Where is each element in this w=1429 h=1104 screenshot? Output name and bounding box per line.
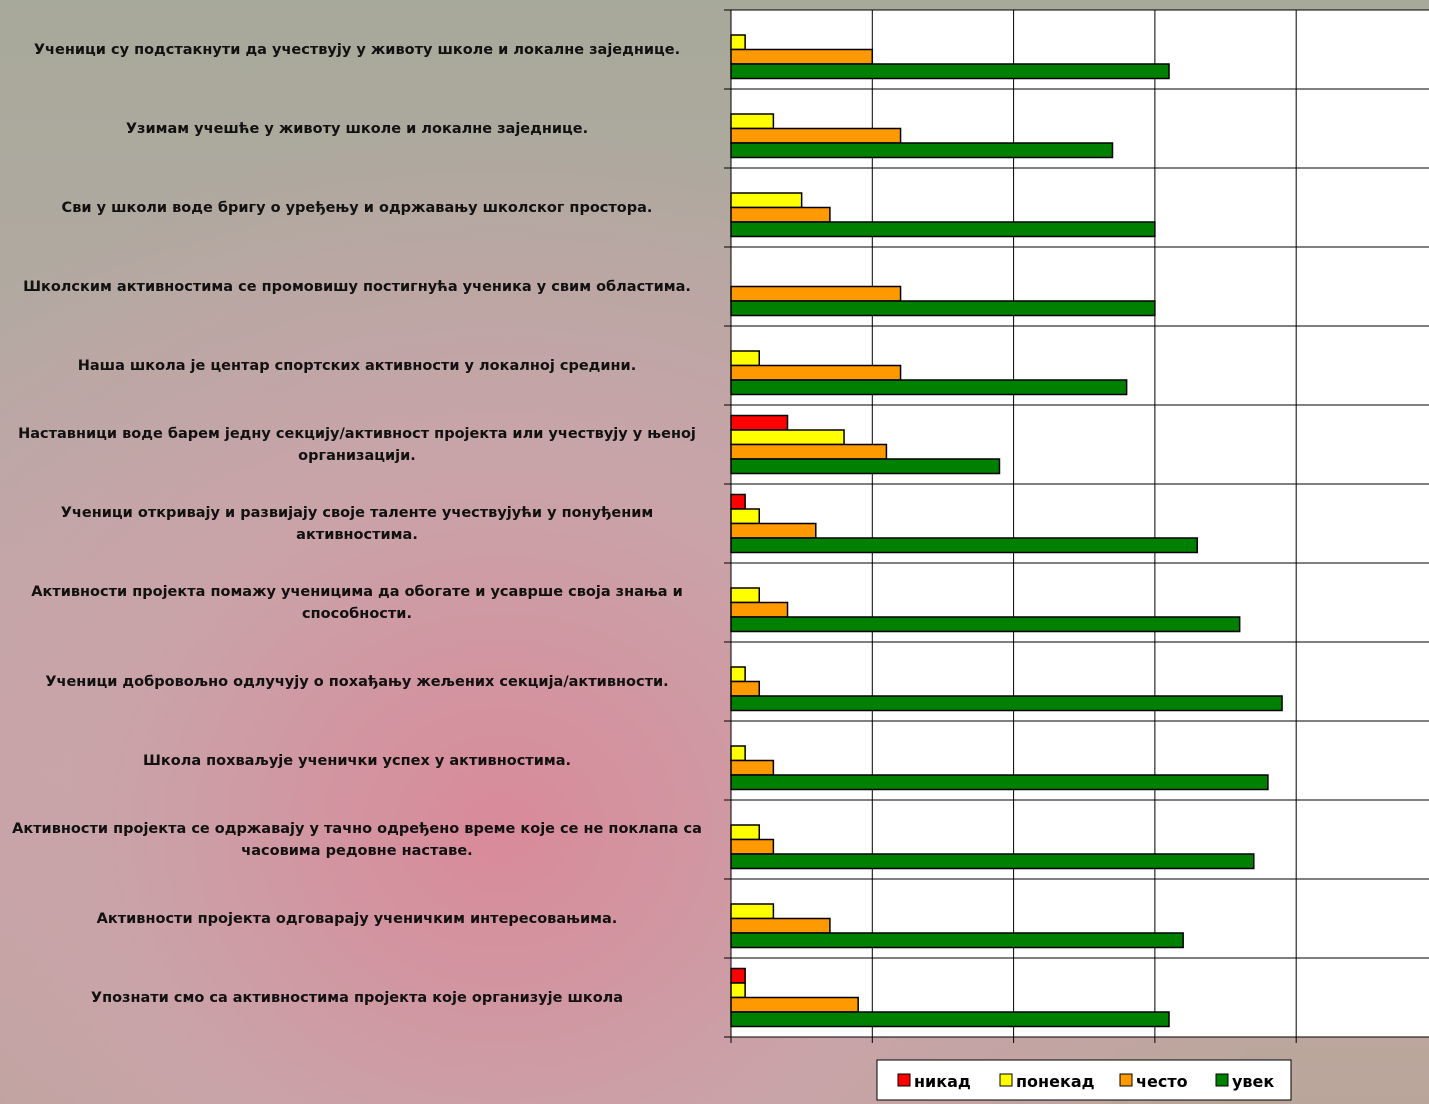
bar [730, 34, 746, 51]
bar [730, 932, 1184, 949]
bar [730, 853, 1255, 870]
bar [730, 493, 746, 510]
bar [730, 838, 775, 855]
category-label: Узимам учешће у животу школе и локалне з… [125, 120, 589, 137]
bar [730, 414, 789, 431]
bar [730, 996, 859, 1013]
bar [730, 206, 831, 223]
legend-label: никад [914, 1072, 971, 1091]
bar [730, 522, 817, 539]
bar [730, 759, 775, 776]
plot-area [731, 10, 1429, 1037]
bar [730, 458, 1001, 475]
bar [730, 917, 831, 934]
bar [730, 192, 803, 209]
bar [730, 745, 746, 762]
bar [730, 774, 1269, 791]
bar [730, 616, 1241, 633]
bar [730, 695, 1283, 712]
legend-label: увек [1232, 1072, 1274, 1091]
legend-swatch [1215, 1073, 1229, 1087]
bar [730, 127, 902, 144]
bar [730, 142, 1114, 159]
category-label: Активности пројекта се одржавају у тачно… [12, 820, 702, 859]
bar [730, 429, 845, 446]
bar [730, 300, 1156, 317]
bar [730, 680, 761, 697]
bar [730, 967, 746, 984]
bar [730, 113, 775, 130]
bar [730, 285, 902, 302]
category-label: Ученици су подстакнути да учествују у жи… [33, 41, 681, 58]
bar [730, 1011, 1170, 1028]
bar [730, 903, 775, 920]
category-label: Ученици откривају и развијају своје тале… [60, 504, 654, 543]
legend-swatch [897, 1073, 911, 1087]
category-label: Наставници воде барем једну секцију/акти… [18, 425, 696, 464]
category-label: Школа похваљује ученички успех у активно… [142, 752, 571, 769]
bar [730, 508, 761, 525]
bar [730, 982, 746, 999]
category-label: Наша школа је центар спортских активност… [77, 357, 637, 374]
legend-swatch [1119, 1073, 1133, 1087]
bar [730, 587, 761, 604]
legend-label: понекад [1016, 1072, 1095, 1091]
bar [730, 221, 1156, 238]
legend-label: често [1136, 1072, 1188, 1091]
bar [730, 601, 789, 618]
category-label: Активности пројекта одговарају ученичким… [96, 910, 618, 927]
bar [730, 379, 1128, 396]
bar [730, 63, 1170, 80]
legend-swatch [999, 1073, 1013, 1087]
bar [730, 350, 761, 367]
bar [730, 443, 888, 460]
bar [730, 666, 746, 683]
category-label: Активности пројекта помажу ученицима да … [31, 583, 683, 622]
bar [730, 537, 1199, 554]
category-label: Школским активностима се промовишу пости… [23, 278, 691, 295]
bar [730, 48, 874, 65]
category-label: Ученици добровољно одлучују о похађању ж… [45, 673, 669, 690]
bar [730, 364, 902, 381]
category-label: Сви у школи воде бригу о уређењу и одржа… [61, 199, 653, 216]
category-label: Упознати смо са активностима пројекта ко… [90, 989, 624, 1006]
bar [730, 824, 761, 841]
